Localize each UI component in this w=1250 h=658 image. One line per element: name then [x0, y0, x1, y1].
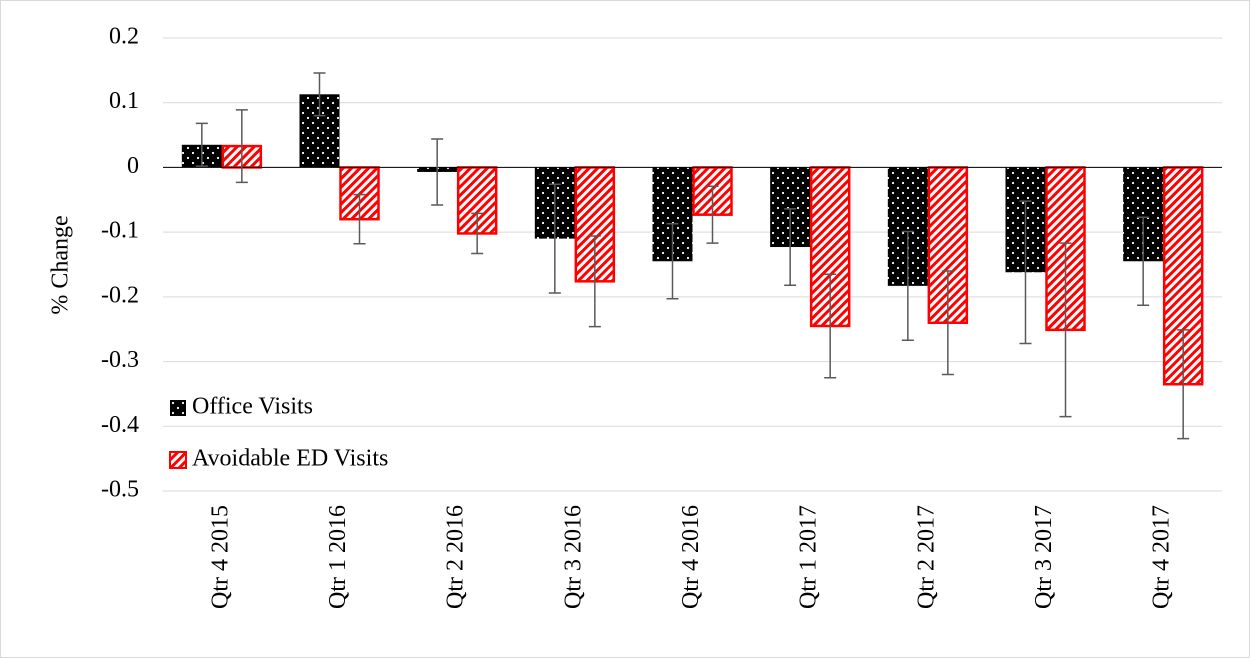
error-bar [1137, 216, 1150, 307]
y-tick-label: -0.3 [101, 347, 139, 373]
error-bar [706, 185, 719, 244]
legend-swatch [170, 400, 186, 416]
x-tick-label: Qtr 2 2016 [443, 505, 469, 609]
x-tick-label: Qtr 4 2015 [207, 505, 233, 609]
error-bar [1177, 329, 1190, 440]
error-bar [353, 193, 366, 245]
error-bar [1019, 200, 1032, 345]
x-tick-label: Qtr 4 2016 [678, 505, 704, 609]
error-bar [235, 109, 248, 184]
legend-swatch [169, 451, 187, 469]
legend-label: Avoidable ED Visits [192, 446, 388, 472]
y-tick-label: -0.2 [101, 282, 139, 308]
error-bar [901, 230, 914, 341]
x-tick-label: Qtr 1 2017 [796, 505, 822, 609]
error-bar [195, 122, 208, 167]
y-tick-label: 0 [127, 153, 139, 179]
y-tick-label: -0.1 [101, 218, 139, 244]
y-axis-label: % Change [48, 215, 74, 314]
y-tick-label: 0.1 [109, 88, 139, 114]
error-bar [548, 183, 561, 294]
x-tick-label: Qtr 3 2016 [560, 505, 586, 609]
x-tick-label: Qtr 1 2016 [325, 505, 351, 609]
error-bar [588, 235, 601, 328]
x-tick-label: Qtr 3 2017 [1031, 505, 1057, 609]
error-bar [431, 138, 444, 206]
error-bar [1059, 242, 1072, 418]
y-tick-label: -0.5 [101, 477, 139, 503]
y-tick-label: -0.4 [101, 412, 139, 438]
x-tick-label: Qtr 2 2017 [913, 505, 939, 609]
error-bar [666, 222, 679, 300]
y-tick-label: 0.2 [109, 24, 139, 50]
x-tick-label: Qtr 4 2017 [1149, 505, 1175, 609]
error-bar [824, 273, 837, 379]
error-bar [784, 208, 797, 286]
legend-label: Office Visits [192, 394, 313, 420]
error-bar [471, 212, 484, 255]
error-bar [313, 72, 326, 117]
error-bar [941, 270, 954, 376]
